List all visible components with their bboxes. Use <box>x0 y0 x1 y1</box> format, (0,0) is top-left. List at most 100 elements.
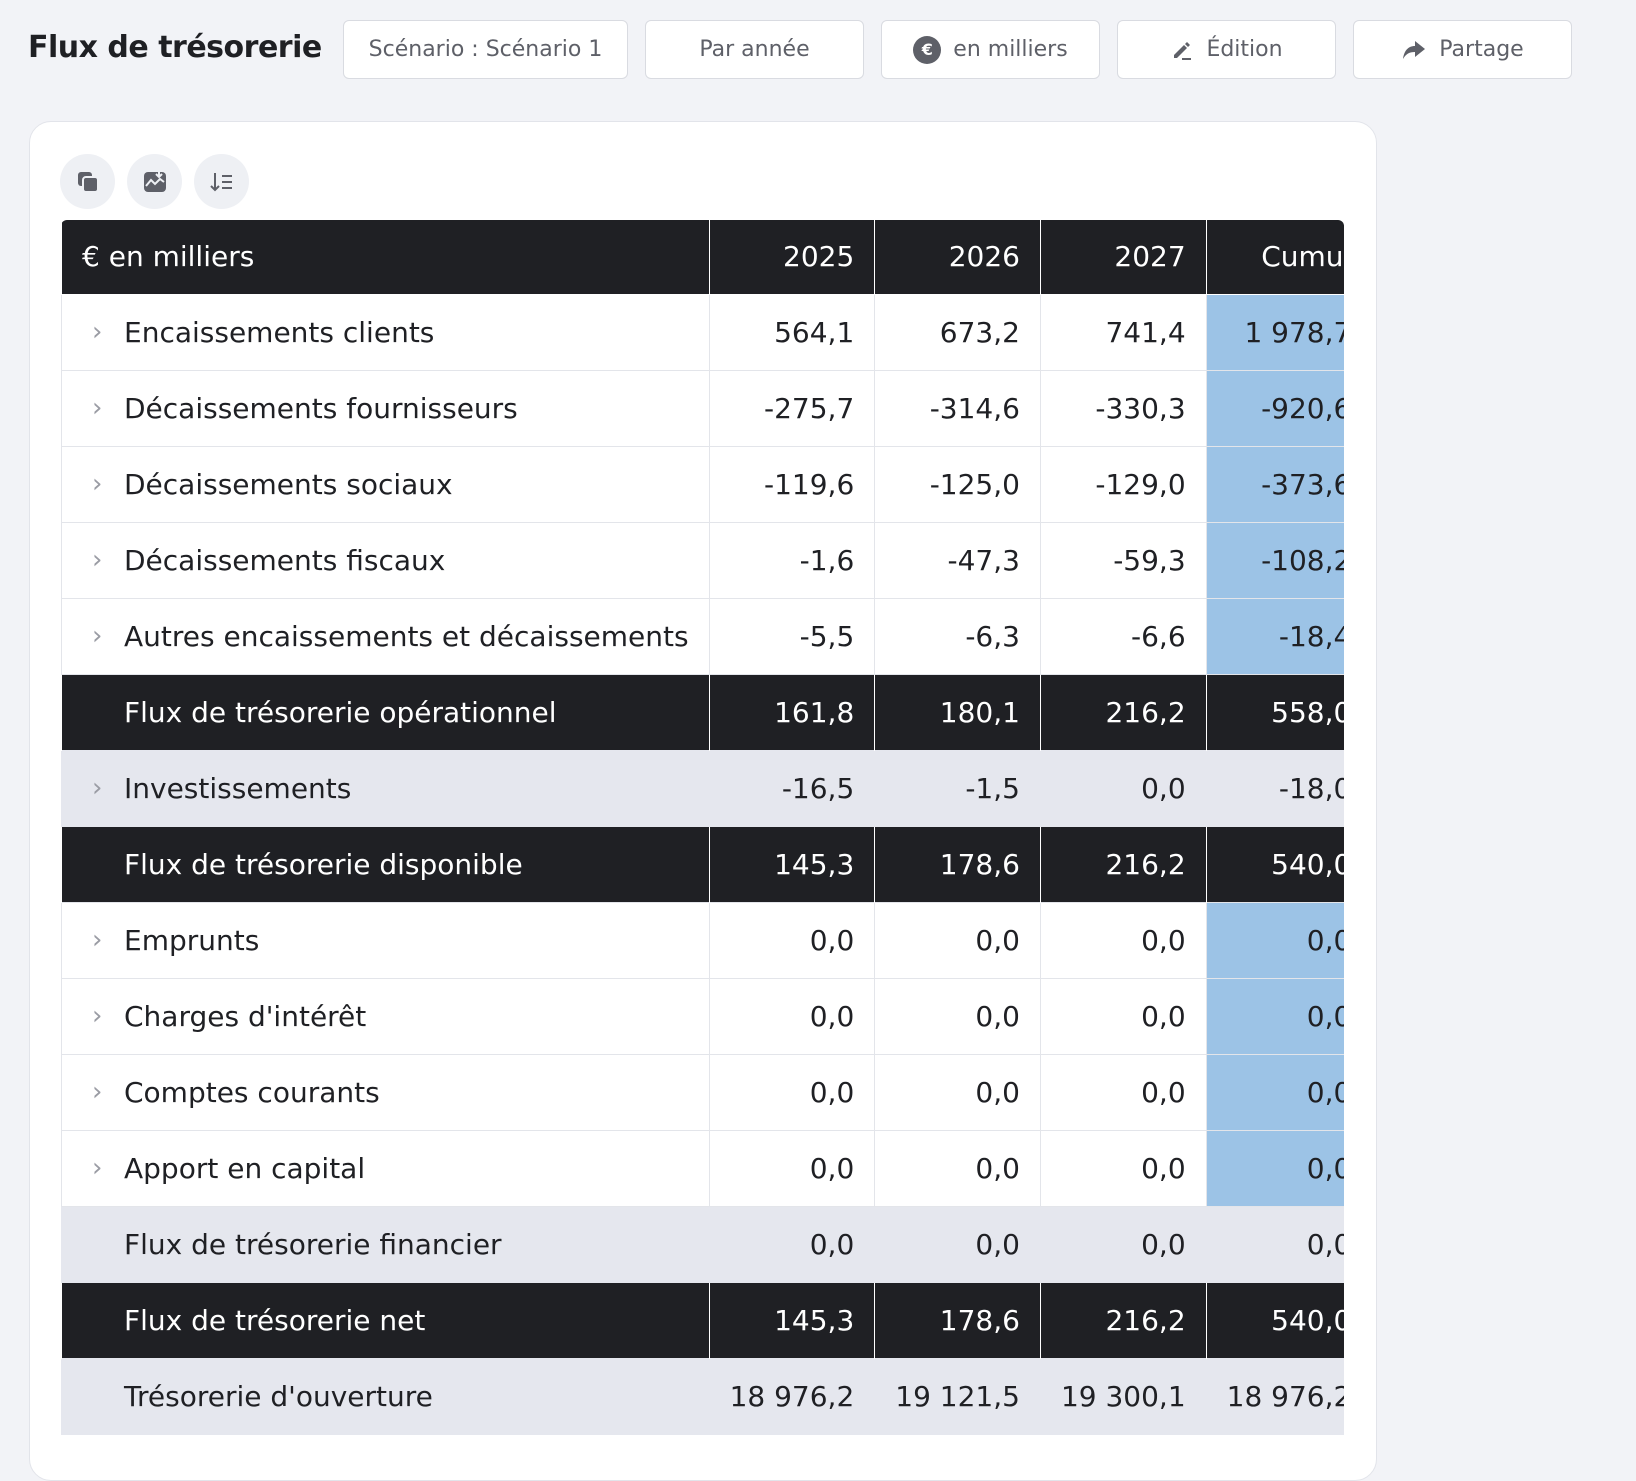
subtotal-row: Trésorerie d'ouverture 18 976,2 19 121,5 19… <box>61 1357 1344 1435</box>
value-cell: 0,0 <box>1039 1205 1207 1283</box>
value-cell[interactable]: -5,5 <box>708 597 876 675</box>
value-cell[interactable]: 0,0 <box>708 1129 876 1207</box>
value-cell[interactable]: -119,6 <box>708 445 876 523</box>
unit-selector-button[interactable]: € en milliers <box>881 20 1100 79</box>
value-cell: 0,0 <box>708 1205 876 1283</box>
table-row: › Encaissements clients 564,1 673,2 741,4 1 9… <box>61 293 1344 371</box>
row-label: Flux de trésorerie financier <box>124 1227 502 1261</box>
row-label-cell: Flux de trésorerie disponible <box>61 826 710 902</box>
edit-label: Édition <box>1206 37 1283 62</box>
row-label-cell: › Encaissements clients <box>61 293 710 371</box>
cash-flow-table: € en milliers 2025 2026 2027 Cumul › Enca… <box>61 220 1344 1435</box>
value-cell[interactable]: -6,3 <box>874 597 1041 675</box>
chevron-right-icon[interactable]: › <box>92 316 103 347</box>
row-label: Investissements <box>124 771 352 805</box>
euro-icon: € <box>913 35 942 64</box>
row-label-cell: › Apport en capital <box>61 1129 710 1207</box>
value-cell: -1,5 <box>874 749 1041 827</box>
column-header[interactable]: Cumul <box>1205 220 1344 295</box>
row-label-cell: › Comptes courants <box>61 1053 710 1131</box>
row-label: Flux de trésorerie net <box>124 1303 426 1337</box>
value-cell[interactable]: 0,0 <box>708 901 876 979</box>
value-cell[interactable]: 0,0 <box>874 901 1041 979</box>
value-cell[interactable]: -59,3 <box>1039 521 1207 599</box>
share-button[interactable]: Partage <box>1353 20 1572 79</box>
cumul-cell: -18,0 <box>1205 749 1344 827</box>
row-label: Encaissements clients <box>124 315 435 349</box>
cumul-cell: 540,0 <box>1205 1282 1344 1358</box>
value-cell[interactable]: -314,6 <box>874 369 1041 447</box>
value-cell[interactable]: 564,1 <box>708 293 876 371</box>
row-label: Flux de trésorerie opérationnel <box>124 695 557 729</box>
cumul-cell: 0,0 <box>1205 1129 1344 1207</box>
value-cell[interactable]: -6,6 <box>1039 597 1207 675</box>
chevron-right-icon[interactable]: › <box>92 1000 103 1031</box>
value-cell[interactable]: -129,0 <box>1039 445 1207 523</box>
chevron-right-icon[interactable]: › <box>92 1152 103 1183</box>
value-cell[interactable]: 0,0 <box>874 1129 1041 1207</box>
row-label-cell: › Charges d'intérêt <box>61 977 710 1055</box>
value-cell[interactable]: 0,0 <box>1039 901 1207 979</box>
column-header[interactable]: 2027 <box>1039 220 1207 295</box>
chevron-right-icon[interactable]: › <box>92 924 103 955</box>
unit-label: en milliers <box>953 37 1068 62</box>
value-cell: 216,2 <box>1039 826 1207 902</box>
row-label: Emprunts <box>124 923 260 957</box>
value-cell[interactable]: 0,0 <box>1039 977 1207 1055</box>
value-cell[interactable]: 0,0 <box>708 977 876 1055</box>
value-cell: 180,1 <box>874 674 1041 750</box>
share-arrow-icon <box>1403 40 1426 59</box>
value-cell[interactable]: 0,0 <box>874 977 1041 1055</box>
value-cell[interactable]: -47,3 <box>874 521 1041 599</box>
subtotal-row: Flux de trésorerie financier 0,0 0,0 0,0 0,0 <box>61 1205 1344 1283</box>
value-cell: 178,6 <box>874 826 1041 902</box>
cumul-cell: 0,0 <box>1205 1053 1344 1131</box>
chevron-right-icon[interactable]: › <box>92 544 103 575</box>
value-cell[interactable]: 673,2 <box>874 293 1041 371</box>
chevron-right-icon[interactable]: › <box>92 772 103 803</box>
chevron-right-icon[interactable]: › <box>92 1076 103 1107</box>
row-label-cell: Trésorerie d'ouverture <box>61 1357 710 1435</box>
chevron-right-icon[interactable]: › <box>92 392 103 423</box>
chart-download-button[interactable] <box>127 154 182 209</box>
column-header[interactable]: 2026 <box>874 220 1041 295</box>
value-cell[interactable]: 0,0 <box>708 1053 876 1131</box>
value-cell[interactable]: -125,0 <box>874 445 1041 523</box>
chevron-right-icon[interactable]: › <box>92 620 103 651</box>
table-row: › Décaissements fiscaux -1,6 -47,3 -59,3 -108… <box>61 521 1344 599</box>
table-row: › Comptes courants 0,0 0,0 0,0 0,0 <box>61 1053 1344 1131</box>
value-cell: 145,3 <box>708 826 876 902</box>
value-cell[interactable]: -275,7 <box>708 369 876 447</box>
sort-button[interactable] <box>194 154 249 209</box>
value-cell[interactable]: 741,4 <box>1039 293 1207 371</box>
cumul-cell: 0,0 <box>1205 1205 1344 1283</box>
value-cell: 161,8 <box>708 674 876 750</box>
cumul-cell: -920,6 <box>1205 369 1344 447</box>
row-label: Trésorerie d'ouverture <box>124 1379 433 1413</box>
row-label-cell: Flux de trésorerie financier <box>61 1205 710 1283</box>
period-selector-button[interactable]: Par année <box>645 20 864 79</box>
value-cell: 18 976,2 <box>708 1357 876 1435</box>
pencil-icon <box>1174 41 1192 60</box>
scenario-label: Scénario : Scénario 1 <box>368 37 603 62</box>
chart-download-icon <box>143 169 166 192</box>
value-cell: 19 121,5 <box>874 1357 1041 1435</box>
value-cell[interactable]: 0,0 <box>1039 1053 1207 1131</box>
row-label-cell: › Emprunts <box>61 901 710 979</box>
page-title: Flux de trésorerie <box>28 30 322 65</box>
scenario-selector-button[interactable]: Scénario : Scénario 1 <box>343 20 628 79</box>
value-cell: 178,6 <box>874 1282 1041 1358</box>
value-cell[interactable]: -1,6 <box>708 521 876 599</box>
cash-flow-card: € en milliers 2025 2026 2027 Cumul › Enca… <box>29 121 1377 1481</box>
row-label: Décaissements fiscaux <box>124 543 446 577</box>
value-cell[interactable]: -330,3 <box>1039 369 1207 447</box>
table-toolbar <box>60 154 249 209</box>
table-row: › Décaissements sociaux -119,6 -125,0 -129,0… <box>61 445 1344 523</box>
column-header[interactable]: 2025 <box>708 220 876 295</box>
edit-button[interactable]: Édition <box>1117 20 1336 79</box>
value-cell[interactable]: 0,0 <box>1039 1129 1207 1207</box>
copy-button[interactable] <box>60 154 115 209</box>
chevron-right-icon[interactable]: › <box>92 468 103 499</box>
cumul-cell: 18 976,2 <box>1205 1357 1344 1435</box>
value-cell[interactable]: 0,0 <box>874 1053 1041 1131</box>
